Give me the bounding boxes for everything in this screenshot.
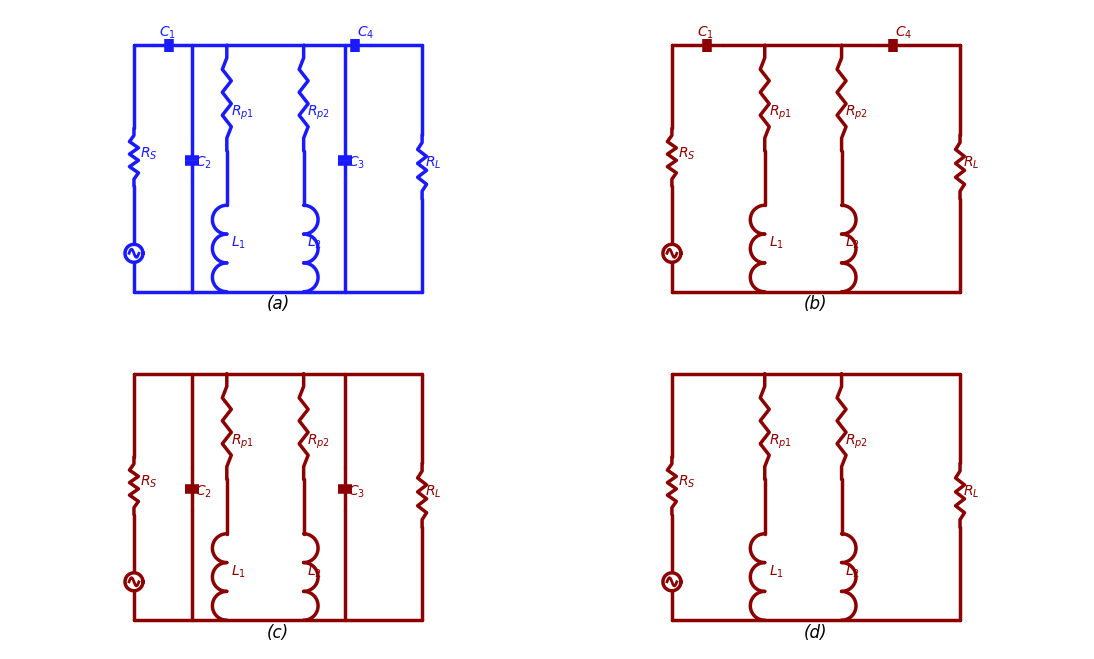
Text: (c): (c) xyxy=(267,624,289,642)
Text: $R_S$: $R_S$ xyxy=(677,145,695,161)
Text: $R_L$: $R_L$ xyxy=(963,155,980,171)
Text: $R_L$: $R_L$ xyxy=(426,155,442,171)
Text: $L_2$: $L_2$ xyxy=(307,563,323,580)
Text: $C_3$: $C_3$ xyxy=(349,155,365,171)
Text: $L_1$: $L_1$ xyxy=(769,563,783,580)
Text: (d): (d) xyxy=(804,624,828,642)
Text: $L_1$: $L_1$ xyxy=(769,235,783,251)
Text: $R_S$: $R_S$ xyxy=(677,474,695,490)
Text: $R_{p2}$: $R_{p2}$ xyxy=(307,103,330,122)
Text: $C_4$: $C_4$ xyxy=(895,25,912,42)
Text: $R_{p1}$: $R_{p1}$ xyxy=(231,103,254,122)
Text: $L_2$: $L_2$ xyxy=(307,235,323,251)
Text: $C_2$: $C_2$ xyxy=(195,155,212,171)
Text: $C_1$: $C_1$ xyxy=(159,25,176,42)
Text: $L_1$: $L_1$ xyxy=(231,563,246,580)
Text: $R_S$: $R_S$ xyxy=(140,145,158,161)
Text: (a): (a) xyxy=(267,295,290,313)
Text: $R_{p2}$: $R_{p2}$ xyxy=(846,432,869,451)
Text: $C_2$: $C_2$ xyxy=(195,483,212,500)
Text: $L_2$: $L_2$ xyxy=(846,235,860,251)
Text: $R_{p1}$: $R_{p1}$ xyxy=(769,103,792,122)
Text: (b): (b) xyxy=(804,295,828,313)
Text: $R_L$: $R_L$ xyxy=(426,483,442,500)
Text: $R_L$: $R_L$ xyxy=(963,483,980,500)
Text: $C_1$: $C_1$ xyxy=(697,25,714,42)
Text: $L_1$: $L_1$ xyxy=(231,235,246,251)
Text: $R_{p2}$: $R_{p2}$ xyxy=(307,432,330,451)
Text: $L_2$: $L_2$ xyxy=(846,563,860,580)
Text: $C_4$: $C_4$ xyxy=(358,25,375,42)
Text: $R_S$: $R_S$ xyxy=(140,474,158,490)
Text: $R_{p2}$: $R_{p2}$ xyxy=(846,103,869,122)
Text: $R_{p1}$: $R_{p1}$ xyxy=(769,432,792,451)
Text: $R_{p1}$: $R_{p1}$ xyxy=(231,432,254,451)
Text: $C_3$: $C_3$ xyxy=(349,483,365,500)
